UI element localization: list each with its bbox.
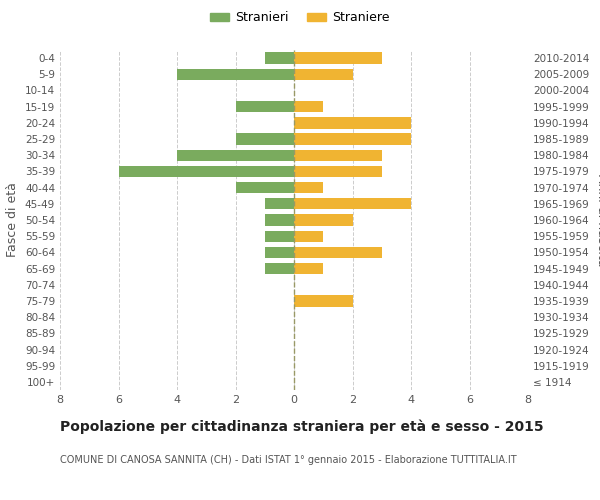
Bar [177,68,294,80]
Bar [294,296,353,306]
Bar [294,198,411,209]
Bar [177,150,294,161]
Bar [294,246,382,258]
Bar [294,166,382,177]
Bar [265,263,294,274]
Bar [119,166,294,177]
Bar [235,134,294,144]
Bar [294,150,382,161]
Y-axis label: Anni di nascita: Anni di nascita [595,174,600,266]
Bar [294,230,323,242]
Bar [294,134,411,144]
Text: COMUNE DI CANOSA SANNITA (CH) - Dati ISTAT 1° gennaio 2015 - Elaborazione TUTTIT: COMUNE DI CANOSA SANNITA (CH) - Dati IST… [60,455,517,465]
Bar [294,117,411,128]
Bar [265,198,294,209]
Legend: Stranieri, Straniere: Stranieri, Straniere [205,6,395,29]
Bar [265,214,294,226]
Bar [294,182,323,194]
Text: Popolazione per cittadinanza straniera per età e sesso - 2015: Popolazione per cittadinanza straniera p… [60,420,544,434]
Y-axis label: Fasce di età: Fasce di età [7,182,19,258]
Bar [235,182,294,194]
Bar [294,263,323,274]
Bar [265,246,294,258]
Bar [294,101,323,112]
Bar [265,230,294,242]
Bar [265,52,294,64]
Bar [294,214,353,226]
Bar [235,101,294,112]
Bar [294,68,353,80]
Bar [294,52,382,64]
